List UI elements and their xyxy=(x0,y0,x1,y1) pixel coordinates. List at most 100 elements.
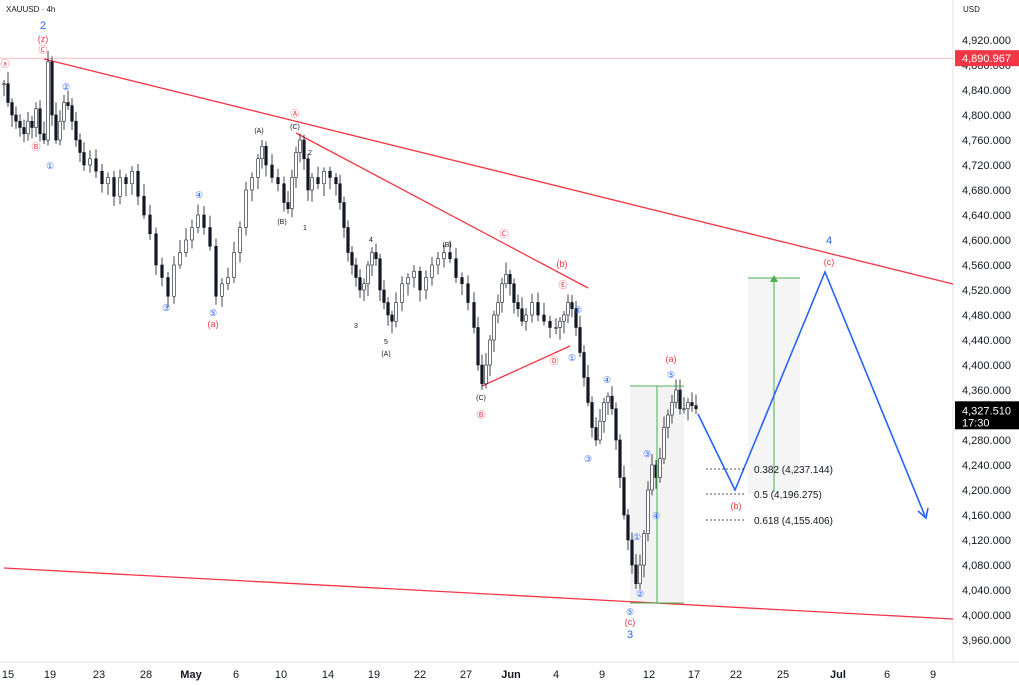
candle-body xyxy=(694,405,698,410)
price-tick-label: 4,000.000 xyxy=(962,610,1011,622)
fib-label: 0.618 (4,155.406) xyxy=(754,516,833,527)
candle xyxy=(30,116,34,139)
candle-body xyxy=(606,395,610,403)
candle xyxy=(214,238,218,305)
wave-label-b-paren: (b) xyxy=(557,259,568,269)
candle-body xyxy=(250,177,254,191)
candle-body xyxy=(160,264,164,278)
candle-body xyxy=(354,264,358,278)
fib-label: 0.5 (4,196.275) xyxy=(754,490,822,501)
candle-body xyxy=(524,314,528,322)
price-tick-label: 4,840.000 xyxy=(962,85,1011,97)
candle-body xyxy=(70,105,74,122)
candle xyxy=(190,219,194,249)
candle-body xyxy=(362,283,366,291)
price-tick-label: 4,720.000 xyxy=(962,160,1011,172)
candle xyxy=(586,365,590,407)
candle-body xyxy=(678,389,682,410)
time-tick-label: 6 xyxy=(233,669,239,681)
candle-body xyxy=(492,314,496,341)
candle-body xyxy=(244,189,248,228)
candle-body xyxy=(46,61,50,141)
wave-label-C-paren-b: (C) xyxy=(476,395,486,402)
candle-body xyxy=(448,252,452,260)
candle-body xyxy=(630,539,634,566)
candle-body xyxy=(570,302,574,310)
candle-body xyxy=(642,533,646,566)
candle xyxy=(18,114,22,137)
candle-body xyxy=(666,414,670,428)
candle xyxy=(606,392,610,415)
candle-body xyxy=(430,264,434,278)
candle xyxy=(196,204,200,234)
candle-body xyxy=(34,108,38,128)
candle xyxy=(160,257,164,287)
candle xyxy=(142,183,146,219)
candle-body xyxy=(358,277,362,291)
candle-body xyxy=(342,202,346,228)
price-axis[interactable]: 4,920.0004,880.0004,840.0004,800.0004,76… xyxy=(962,35,1011,647)
candle-body xyxy=(190,227,194,241)
candle-body xyxy=(516,302,520,310)
candle-body xyxy=(226,277,230,285)
candle-body xyxy=(412,270,416,278)
candle xyxy=(264,141,268,177)
candle xyxy=(130,166,134,195)
candle-body xyxy=(566,302,570,316)
candle-body xyxy=(548,320,552,328)
candle-body xyxy=(634,564,638,585)
candle-body xyxy=(442,252,446,260)
candle xyxy=(302,134,306,170)
candle-body xyxy=(374,252,378,260)
candle-body xyxy=(334,177,338,185)
candle-body xyxy=(488,339,492,366)
time-tick-label: 9 xyxy=(930,669,936,681)
wave-label-1-circ-b: ① xyxy=(568,353,576,363)
candle xyxy=(50,56,54,126)
wave-label-A-paren-a: (A) xyxy=(254,128,263,135)
candle-body xyxy=(10,102,14,116)
time-tick-label: 12 xyxy=(643,669,655,681)
candle xyxy=(578,315,582,357)
candle xyxy=(38,100,42,142)
candle-body xyxy=(614,408,618,441)
candle-body xyxy=(578,327,582,353)
candle-body xyxy=(264,145,268,166)
candle xyxy=(374,243,378,267)
candle xyxy=(590,396,594,438)
candle-body xyxy=(366,264,370,285)
candle xyxy=(570,294,574,318)
candle-body xyxy=(558,320,562,328)
wave-label-c-paren-low: (c) xyxy=(625,617,636,627)
wave-label-C-paren-a: (C) xyxy=(290,124,300,131)
price-tick-label: 4,520.000 xyxy=(962,285,1011,297)
candle xyxy=(658,447,662,483)
candle-body xyxy=(622,477,626,516)
candle xyxy=(350,245,354,275)
candle xyxy=(516,294,520,317)
candle xyxy=(574,300,578,336)
candle xyxy=(520,297,524,326)
wave-label-A-paren-b: (A) xyxy=(381,351,390,358)
time-tick-label: 15 xyxy=(2,669,14,681)
time-tick-label: 4 xyxy=(553,669,559,681)
candle xyxy=(260,139,264,169)
time-axis[interactable]: 15 19 23 28 May 6 10 14 19 22 27 Jun 4 9 12 17 22 25 Jul 6 9 xyxy=(2,669,936,681)
candle xyxy=(124,173,128,197)
candle-body xyxy=(472,302,476,328)
candle-body xyxy=(148,214,152,235)
candle-body xyxy=(78,139,82,153)
candle xyxy=(358,269,362,299)
high-price-badge-text: 4,890.967 xyxy=(962,53,1011,65)
candle xyxy=(66,90,70,111)
candle xyxy=(346,220,350,262)
candle xyxy=(504,262,508,289)
candle xyxy=(650,454,654,496)
candle xyxy=(338,174,342,210)
time-tick-label: Jun xyxy=(501,669,521,681)
price-tick-label: 4,400.000 xyxy=(962,360,1011,372)
candle xyxy=(282,176,286,212)
candles-series xyxy=(2,50,698,590)
wave-label-2-circ-a: ② xyxy=(62,82,70,92)
